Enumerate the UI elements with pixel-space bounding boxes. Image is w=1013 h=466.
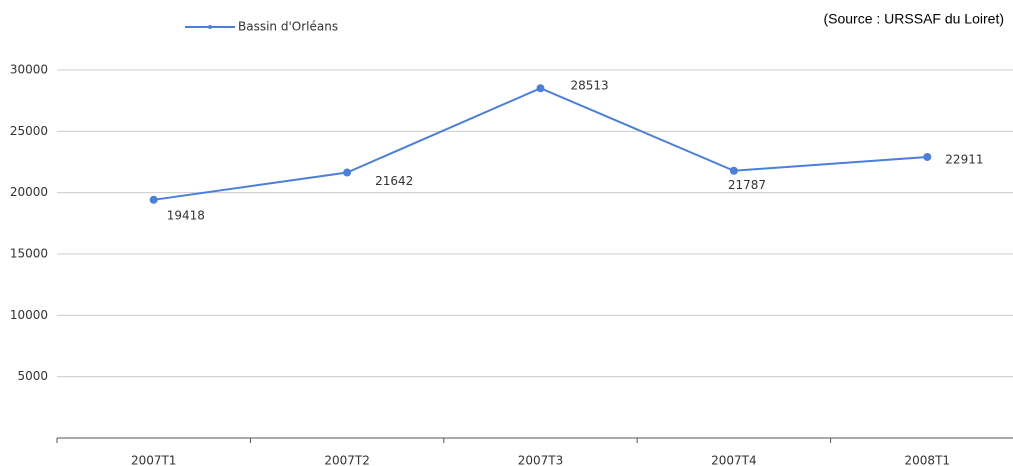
data-label: 21642 [375, 174, 413, 188]
x-tick-label: 2008T1 [905, 454, 951, 466]
point [536, 84, 545, 93]
x-tick-label: 2007T3 [518, 454, 564, 466]
data-label: 21787 [728, 178, 766, 192]
y-tick-label: 20000 [10, 185, 48, 199]
legend-label: Bassin d'Orléans [238, 20, 338, 34]
y-tick-label: 25000 [10, 124, 48, 138]
y-tick-label: 10000 [10, 308, 48, 322]
point [923, 152, 932, 161]
source-note: (Source : URSSAF du Loiret) [823, 11, 1004, 27]
data-label: 28513 [571, 79, 609, 93]
y-tick-label: 5000 [17, 369, 48, 383]
point [729, 166, 738, 175]
y-tick-label: 30000 [10, 63, 48, 77]
point [149, 195, 158, 204]
y-tick-label: 15000 [10, 247, 48, 261]
x-tick-label: 2007T2 [324, 454, 370, 466]
data-label: 19418 [167, 208, 205, 222]
x-tick-label: 2007T4 [711, 454, 757, 466]
point [343, 168, 352, 177]
legend-marker [208, 25, 212, 29]
data-label: 22911 [945, 152, 983, 166]
line [153, 87, 928, 201]
x-tick-label: 2007T1 [131, 454, 177, 466]
